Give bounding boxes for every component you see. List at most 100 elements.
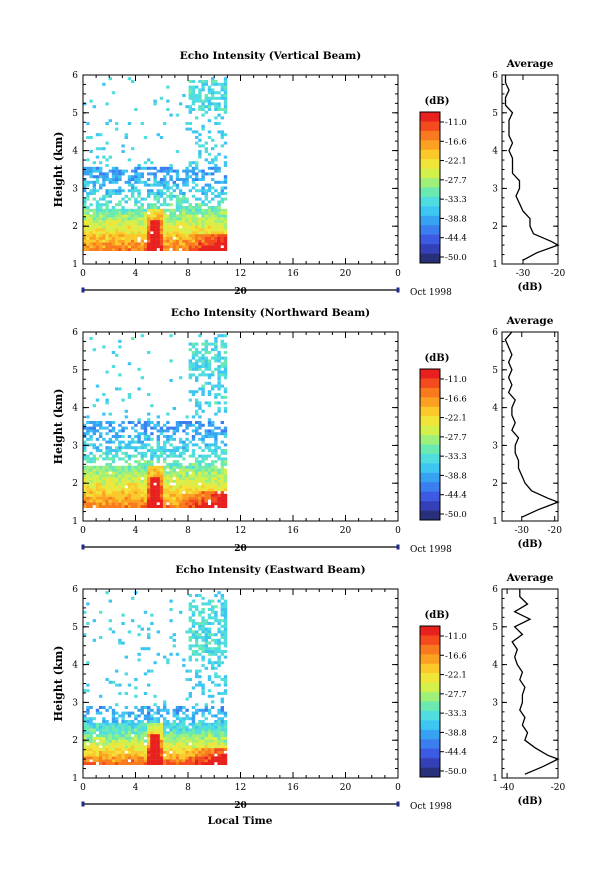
heatmap-cell: [217, 381, 221, 385]
heatmap-cell: [137, 505, 141, 508]
heatmap-cell: [147, 474, 151, 478]
heatmap-cell: [175, 482, 180, 486]
average-y-tick-label: 1: [492, 517, 498, 527]
heatmap-cell: [207, 88, 212, 92]
heatmap-cell: [217, 152, 221, 156]
colorbar-swatch: [420, 253, 440, 264]
heatmap-cell: [111, 208, 116, 212]
heatmap-cell: [185, 220, 189, 223]
heatmap-cell: [131, 437, 135, 441]
heatmap-cell: [163, 242, 167, 246]
heatmap-cell: [95, 479, 100, 483]
heatmap-cell: [191, 415, 196, 419]
heatmap-cell: [179, 488, 183, 492]
heatmap-cell: [169, 245, 173, 249]
heatmap-cell: [102, 479, 106, 483]
heatmap-cell: [220, 200, 224, 204]
colorbar-swatch: [420, 196, 440, 207]
heatmap-cell: [147, 633, 151, 637]
heatmap-cell: [150, 172, 154, 176]
heatmap-cell: [108, 750, 112, 754]
heatmap-cell: [105, 678, 109, 681]
heatmap-cell: [223, 220, 228, 223]
heatmap-cell: [188, 474, 192, 478]
heatmap-cell: [169, 194, 173, 198]
heatmap-cell: [195, 421, 199, 424]
heatmap-cell: [204, 636, 208, 639]
heatmap-cell: [99, 248, 103, 251]
heatmap-cell: [163, 449, 167, 452]
heatmap-cell: [137, 759, 141, 763]
heatmap-cell: [169, 496, 173, 500]
heatmap-cell: [147, 234, 151, 237]
heatmap-cell: [111, 496, 116, 500]
heatmap-cell: [179, 708, 183, 712]
heatmap-cell: [134, 485, 138, 489]
heatmap-cell: [156, 440, 160, 444]
heatmap-cell: [156, 482, 160, 486]
heatmap-cell: [102, 245, 106, 249]
heatmap-cell: [195, 630, 199, 634]
heatmap-cell: [156, 499, 160, 503]
heatmap-cell: [95, 753, 100, 757]
heatmap-cell: [204, 208, 208, 212]
heatmap-cell: [204, 728, 208, 732]
colorbar-swatch: [420, 729, 440, 740]
heatmap-cell: [153, 183, 157, 187]
heatmap-cell: [198, 133, 202, 137]
heatmap-cell: [127, 750, 132, 754]
heatmap-cell: [211, 220, 215, 223]
heatmap-cell: [118, 189, 122, 193]
heatmap-cell: [201, 186, 205, 190]
heatmap-cell: [156, 460, 160, 464]
heatmap-cell: [220, 356, 224, 360]
heatmap-cell: [195, 166, 199, 170]
heatmap-cell: [211, 633, 215, 637]
heatmap-cell: [163, 491, 167, 494]
heatmap-cell: [86, 236, 90, 240]
heatmap-cell: [223, 502, 228, 506]
heatmap-cell: [131, 228, 135, 232]
heatmap-cell: [201, 739, 205, 743]
heatmap-cell: [150, 742, 154, 746]
heatmap-cell: [92, 175, 96, 179]
heatmap-cell: [188, 759, 192, 763]
y-tick-label: 3: [72, 441, 78, 451]
heatmap-cell: [211, 384, 215, 388]
heatmap-cell: [115, 496, 119, 500]
heatmap-cell: [204, 214, 208, 218]
heatmap-cell: [131, 748, 135, 751]
heatmap-cell: [188, 122, 192, 125]
heatmap-cell: [191, 208, 196, 212]
heatmap-cell: [204, 633, 208, 637]
heatmap-cell: [147, 460, 151, 464]
heatmap-cell: [99, 493, 103, 497]
heatmap-cell: [108, 200, 112, 204]
heatmap-cell: [102, 208, 106, 212]
heatmap-cell: [204, 630, 208, 634]
heatmap-cell: [115, 234, 119, 237]
heatmap-cell: [169, 745, 173, 749]
heatmap-cell: [201, 502, 205, 506]
heatmap-cell: [115, 122, 119, 125]
heatmap-cell: [89, 471, 93, 475]
heatmap-cell: [127, 220, 132, 223]
heatmap-cell: [207, 491, 212, 494]
heatmap-cell: [198, 228, 202, 232]
heatmap-cell: [121, 756, 125, 760]
heatmap-cell: [169, 599, 173, 603]
y-tick-label: 1: [72, 517, 78, 527]
heatmap-cell: [118, 742, 122, 746]
heatmap-cell: [115, 753, 119, 757]
heatmap-cell: [185, 739, 189, 743]
heatmap-cell: [217, 108, 221, 111]
heatmap-cell: [137, 468, 141, 472]
heatmap-cell: [214, 499, 218, 503]
heatmap-cell: [211, 505, 215, 508]
heatmap-cell: [169, 222, 173, 226]
colorbar-swatch: [420, 215, 440, 226]
heatmap-cell: [207, 750, 212, 754]
heatmap-cell: [83, 203, 87, 207]
heatmap-cell: [198, 644, 202, 648]
heatmap-cell: [111, 753, 116, 757]
